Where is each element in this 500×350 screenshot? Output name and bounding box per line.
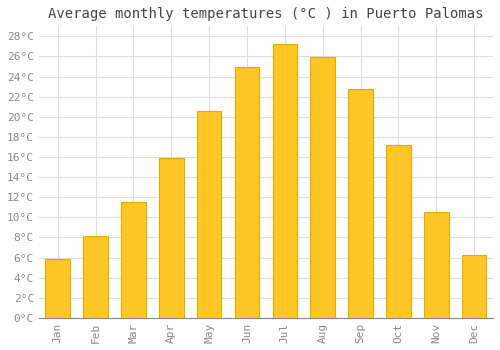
Bar	[272, 44, 297, 318]
Bar	[46, 259, 70, 318]
Bar	[310, 57, 335, 318]
Bar	[159, 158, 184, 318]
Bar	[348, 89, 373, 318]
Title: Average monthly temperatures (°C ) in Puerto Palomas: Average monthly temperatures (°C ) in Pu…	[48, 7, 484, 21]
Bar	[234, 66, 260, 318]
Bar	[84, 237, 108, 318]
Bar	[386, 145, 410, 318]
Bar	[462, 254, 486, 318]
Bar	[121, 202, 146, 318]
Bar	[424, 212, 448, 318]
Bar	[197, 111, 222, 318]
